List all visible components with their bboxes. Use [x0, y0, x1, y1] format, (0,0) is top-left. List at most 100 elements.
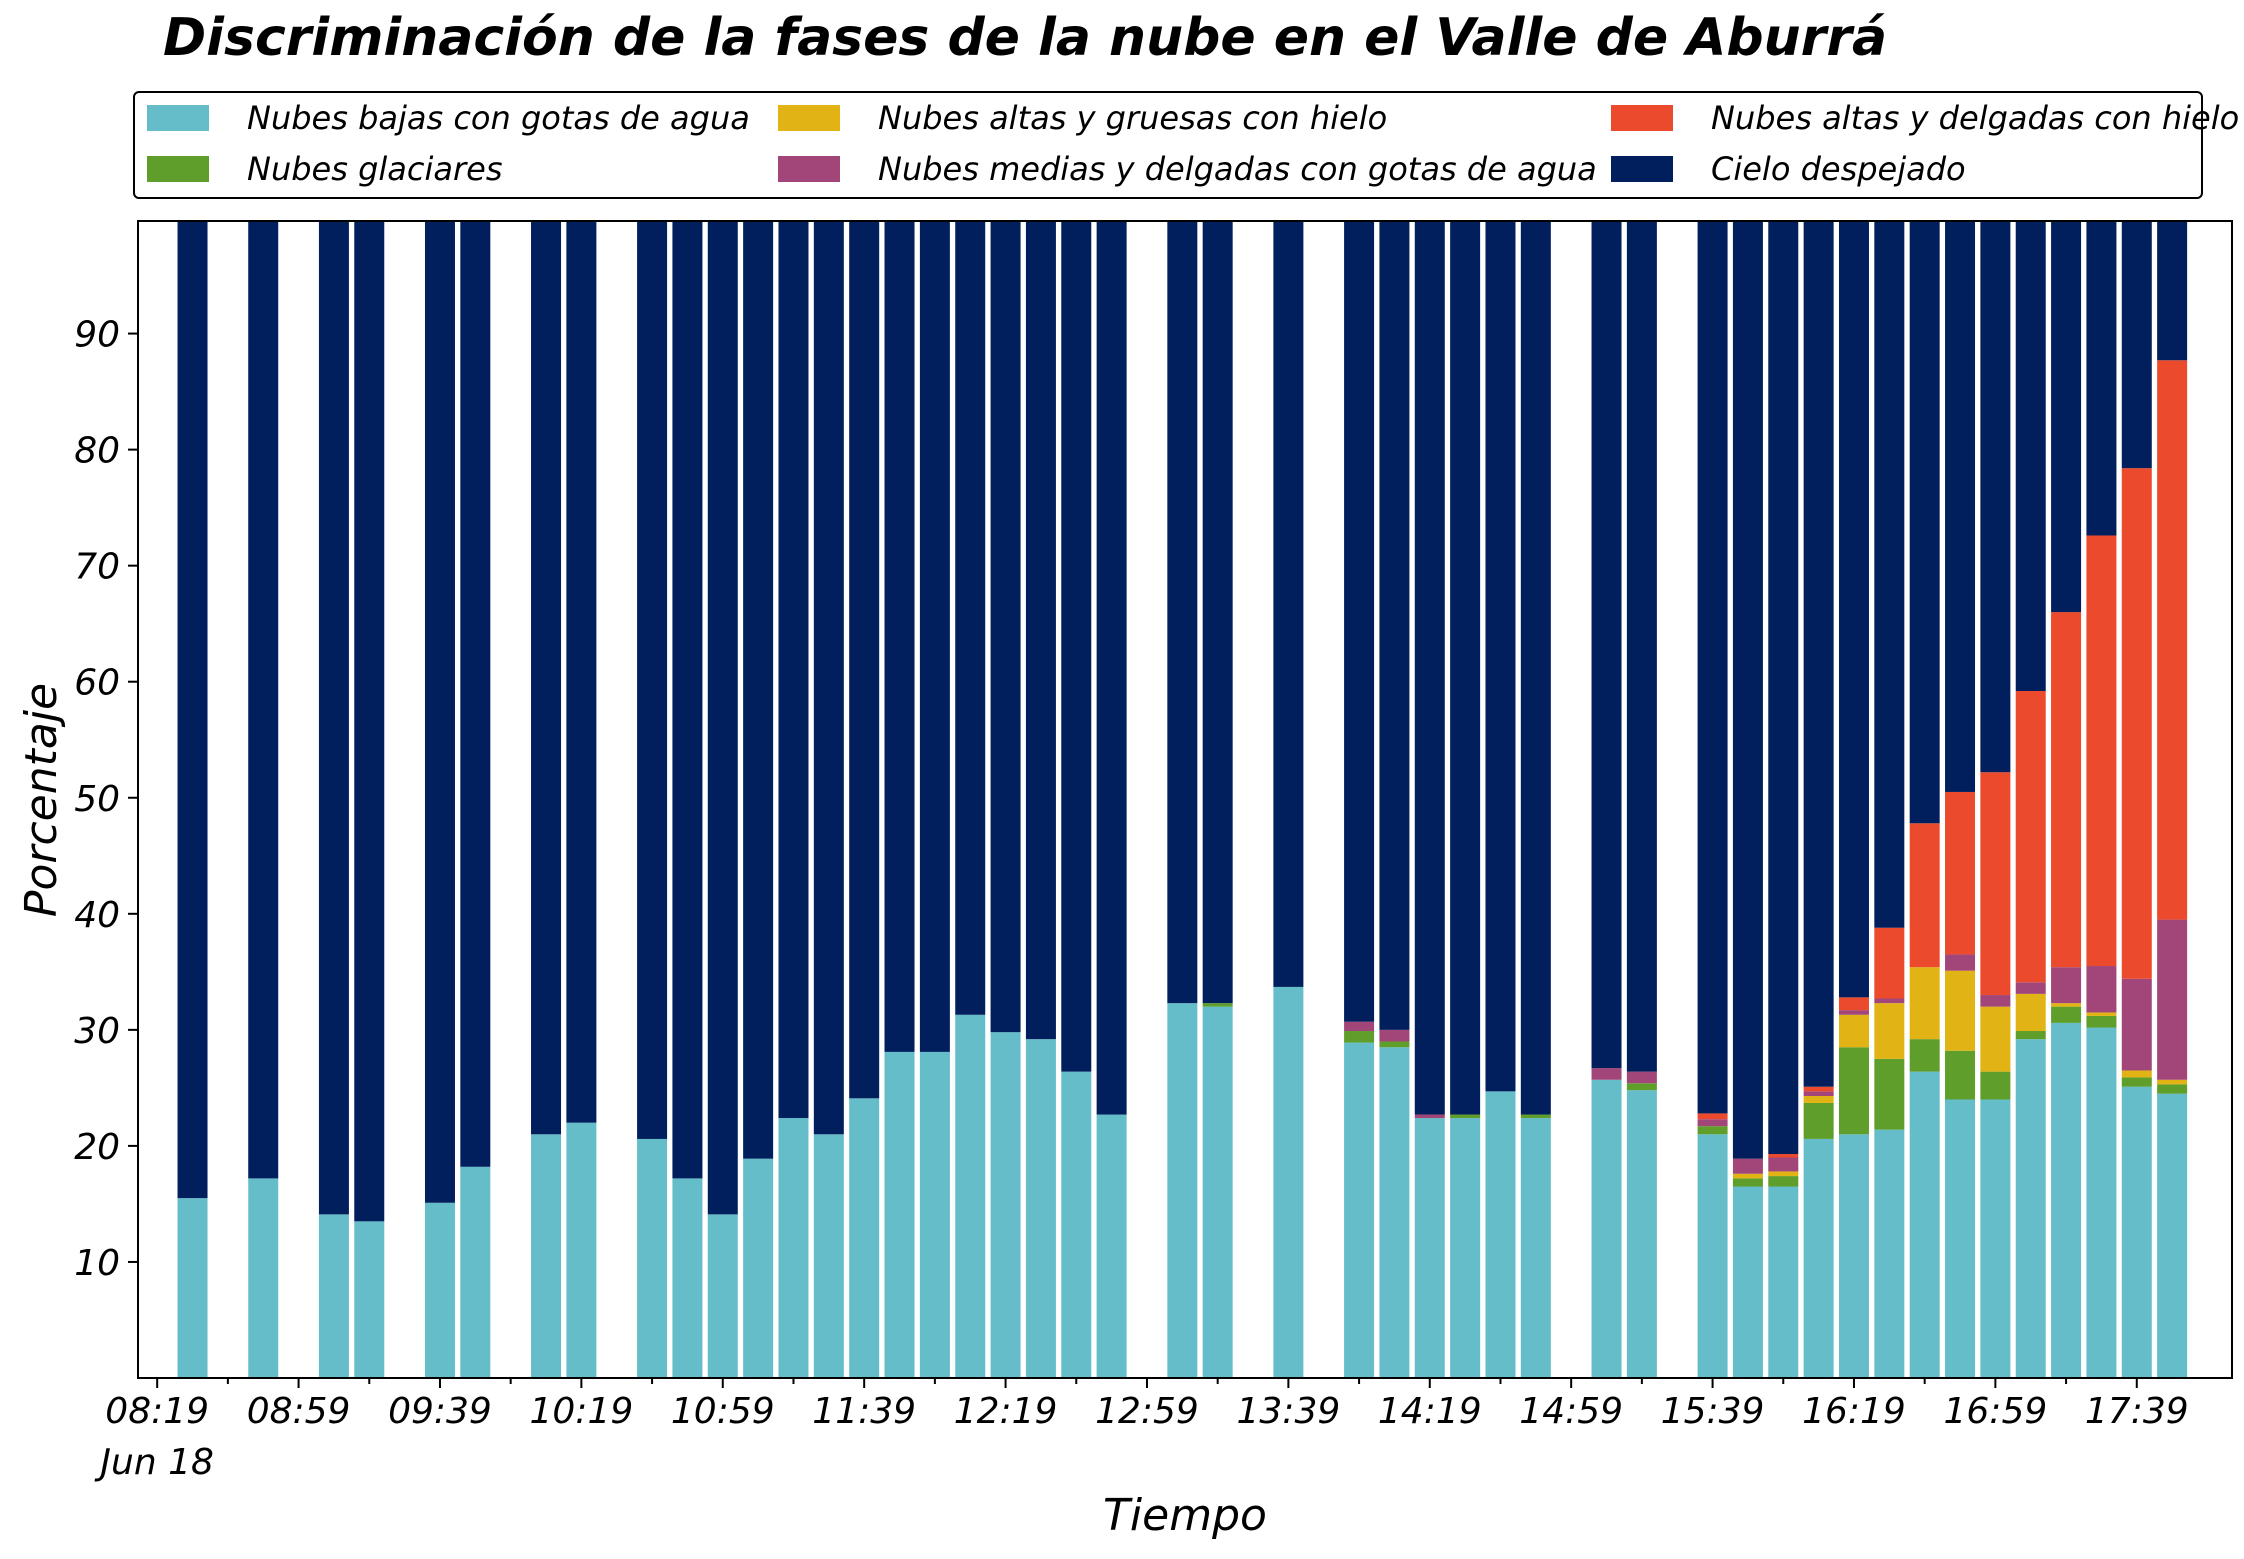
- x-tick-label: 16:59: [1944, 1391, 2048, 1432]
- bar-segment-9-5: [672, 221, 703, 1179]
- bar-segment-15-0: [884, 1051, 915, 1378]
- bar-segment-23-1: [1202, 1003, 1233, 1007]
- bar-segment-39-0: [1909, 1071, 1940, 1378]
- bar-segment-45-2: [2121, 1070, 2152, 1078]
- bar-segment-33-1: [1697, 1126, 1728, 1135]
- bar-segment-0-0: [177, 1198, 208, 1378]
- bar-segment-40-1: [1945, 1050, 1976, 1100]
- bar-segment-36-5: [1803, 221, 1834, 1087]
- bar-segment-23-5: [1202, 221, 1233, 1004]
- bar-segment-28-5: [1450, 221, 1481, 1115]
- bar-segment-39-1: [1909, 1039, 1940, 1072]
- bar-segment-19-5: [1025, 221, 1056, 1040]
- bar-segment-32-1: [1626, 1083, 1657, 1091]
- bar-segment-44-0: [2086, 1027, 2117, 1378]
- bar-segment-32-5: [1626, 221, 1657, 1072]
- bar-segment-8-0: [637, 1138, 668, 1378]
- bar-segment-30-5: [1520, 221, 1551, 1115]
- legend-label: Nubes bajas con gotas de agua: [247, 99, 750, 137]
- bar-segment-17-0: [955, 1014, 986, 1378]
- bar-segment-37-0: [1838, 1134, 1869, 1378]
- bar-segment-35-2: [1768, 1171, 1799, 1177]
- legend-swatch: [1611, 156, 1673, 182]
- y-tick-label: 80: [74, 431, 120, 472]
- bar-segment-46-4: [2157, 360, 2188, 920]
- bar-segment-46-5: [2157, 221, 2188, 361]
- y-tick-label: 30: [74, 1011, 120, 1052]
- bar-segment-40-5: [1945, 221, 1976, 792]
- bar-segment-44-2: [2086, 1012, 2117, 1016]
- legend-item: Nubes glaciares: [147, 149, 502, 189]
- bar-segment-32-0: [1626, 1090, 1657, 1378]
- bar-segment-38-1: [1874, 1058, 1905, 1130]
- bar-segment-13-0: [813, 1134, 844, 1378]
- bar-segment-38-5: [1874, 221, 1905, 928]
- bar-segment-4-0: [424, 1202, 455, 1378]
- bar-segment-6-0: [531, 1134, 562, 1378]
- bar-segment-46-2: [2157, 1079, 2188, 1085]
- bar-segment-30-0: [1520, 1118, 1551, 1378]
- y-tick-label: 40: [74, 895, 120, 936]
- bar-segment-32-3: [1626, 1071, 1657, 1084]
- bar-segment-40-0: [1945, 1099, 1976, 1378]
- bar-segment-13-5: [813, 221, 844, 1135]
- bar-segment-6-5: [531, 221, 562, 1135]
- legend-swatch: [778, 105, 840, 131]
- x-tick-label: 13:39: [1237, 1391, 1341, 1432]
- legend-item: Nubes altas y delgadas con hielo: [1611, 98, 2239, 138]
- bar-segment-25-0: [1344, 1042, 1375, 1378]
- legend-swatch: [1611, 105, 1673, 131]
- bar-segment-43-4: [2051, 612, 2082, 968]
- bar-segment-23-0: [1202, 1006, 1233, 1378]
- bar-segment-41-1: [1980, 1071, 2011, 1100]
- bar-segment-34-3: [1732, 1158, 1763, 1174]
- bar-segment-19-0: [1025, 1039, 1056, 1378]
- bar-segment-22-5: [1167, 221, 1198, 1004]
- bar-segment-31-0: [1591, 1079, 1622, 1378]
- legend-item: Cielo despejado: [1611, 149, 1966, 189]
- bar-segment-45-3: [2121, 978, 2152, 1071]
- bar-segment-34-5: [1732, 221, 1763, 1159]
- bar-segment-12-5: [778, 221, 809, 1119]
- bar-segment-20-5: [1061, 221, 1092, 1072]
- x-tick-label: 12:19: [954, 1391, 1058, 1432]
- bar-segment-42-2: [2015, 993, 2046, 1032]
- bar-segment-35-5: [1768, 221, 1799, 1155]
- bar-segment-36-1: [1803, 1102, 1834, 1139]
- bar-segment-37-4: [1838, 997, 1869, 1011]
- bar-segment-43-1: [2051, 1006, 2082, 1023]
- y-tick-label: 50: [74, 779, 120, 820]
- plot-frame: [137, 220, 2233, 1379]
- legend-item: Nubes bajas con gotas de agua: [147, 98, 750, 138]
- bar-segment-37-5: [1838, 221, 1869, 998]
- y-axis: 10 20 30 40 50 60 70 80 90: [74, 315, 138, 1284]
- bar-segment-41-5: [1980, 221, 2011, 773]
- bar-segment-27-0: [1414, 1118, 1445, 1378]
- x-tick-label: 14:19: [1378, 1391, 1482, 1432]
- bar-segment-12-0: [778, 1118, 809, 1378]
- bar-segment-45-1: [2121, 1077, 2152, 1087]
- y-tick-label: 90: [74, 315, 120, 356]
- bar-segment-2-0: [318, 1214, 349, 1378]
- bar-segment-22-0: [1167, 1003, 1198, 1378]
- bar-segment-36-0: [1803, 1138, 1834, 1378]
- bar-segment-36-2: [1803, 1096, 1834, 1103]
- bar-segment-37-2: [1838, 1014, 1869, 1048]
- legend: Nubes bajas con gotas de agua Nubes glaci…: [133, 91, 2239, 199]
- bar-segment-38-2: [1874, 1003, 1905, 1059]
- legend-label: Nubes altas y gruesas con hielo: [878, 99, 1388, 137]
- x-axis: 08:19 08:59 09:39 10:19 10:59 11:39 12:19 12:59…: [94, 1378, 2189, 1483]
- legend-swatch: [147, 105, 209, 131]
- bar-segment-15-5: [884, 221, 915, 1052]
- bar-segment-7-5: [566, 221, 597, 1123]
- bar-segment-8-5: [637, 221, 668, 1139]
- bar-segment-40-3: [1945, 954, 1976, 971]
- legend-swatch: [147, 156, 209, 182]
- bar-segment-3-5: [354, 221, 385, 1222]
- x-tick-label: 08:19: [105, 1391, 209, 1432]
- bar-segment-42-1: [2015, 1031, 2046, 1040]
- bar-segment-43-2: [2051, 1003, 2082, 1007]
- bar-segment-43-3: [2051, 967, 2082, 1004]
- bar-segment-28-1: [1450, 1114, 1481, 1119]
- bar-segment-46-1: [2157, 1084, 2188, 1094]
